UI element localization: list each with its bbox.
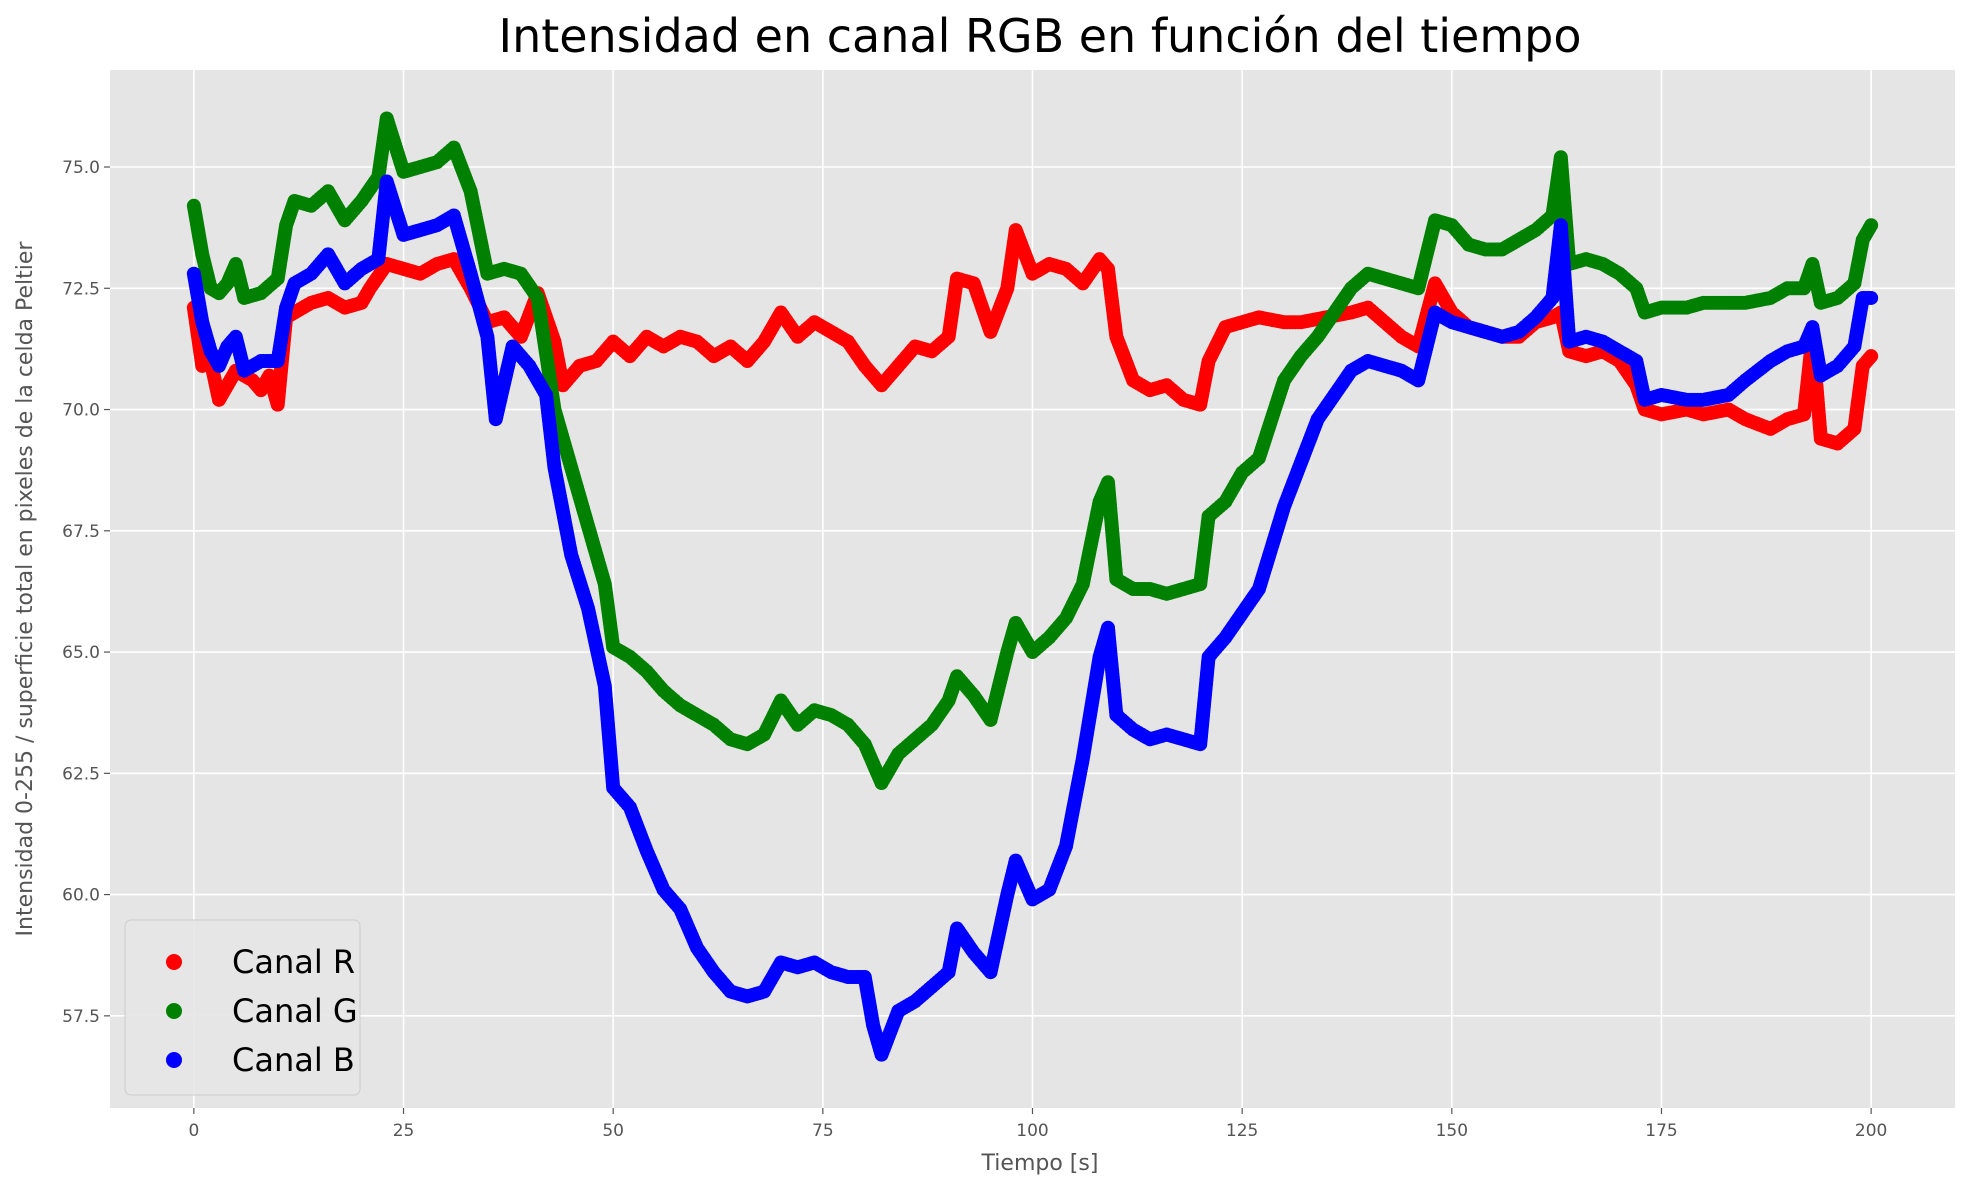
legend-box bbox=[124, 919, 361, 1096]
legend: Canal R Canal G Canal B bbox=[124, 919, 361, 1096]
x-tick-label: 150 bbox=[1436, 1121, 1468, 1141]
y-tick-label: 57.5 bbox=[62, 1007, 100, 1027]
legend-marker bbox=[166, 1003, 182, 1019]
data-point bbox=[1864, 218, 1879, 233]
tick-labels: 0 25 50 75 100 125 150 175 200 57.5 60.0 62.5 65.0 67… bbox=[62, 158, 1887, 1141]
x-axis-label: Tiempo [s] bbox=[981, 1151, 1099, 1176]
legend-marker bbox=[166, 1052, 182, 1068]
legend-label: Canal B bbox=[232, 1041, 355, 1079]
y-tick-label: 67.5 bbox=[62, 522, 100, 542]
x-tick-label: 175 bbox=[1645, 1121, 1677, 1141]
data-point bbox=[1864, 349, 1879, 364]
y-axis-label: Intensidad 0-255 / superficie total en p… bbox=[13, 241, 38, 937]
x-tick-label: 100 bbox=[1016, 1121, 1048, 1141]
data-point bbox=[1864, 290, 1879, 305]
legend-label: Canal G bbox=[232, 992, 358, 1030]
y-tick-label: 75.0 bbox=[62, 158, 100, 178]
legend-marker bbox=[166, 954, 182, 970]
y-tick-label: 62.5 bbox=[62, 764, 100, 784]
x-tick-label: 200 bbox=[1855, 1121, 1887, 1141]
x-tick-label: 75 bbox=[812, 1121, 834, 1141]
y-tick-label: 72.5 bbox=[62, 279, 100, 299]
chart-title: Intensidad en canal RGB en función del t… bbox=[499, 9, 1582, 63]
y-tick-label: 60.0 bbox=[62, 886, 100, 906]
series-canal-g bbox=[186, 111, 1879, 791]
x-tick-label: 50 bbox=[602, 1121, 624, 1141]
series-canal-b bbox=[186, 174, 1879, 1062]
y-tick-label: 65.0 bbox=[62, 643, 100, 663]
legend-label: Canal R bbox=[232, 943, 355, 981]
x-tick-label: 0 bbox=[188, 1121, 199, 1141]
x-tick-label: 125 bbox=[1226, 1121, 1258, 1141]
y-tick-label: 70.0 bbox=[62, 401, 100, 421]
x-tick-label: 25 bbox=[393, 1121, 415, 1141]
data-marks bbox=[186, 111, 1879, 1062]
